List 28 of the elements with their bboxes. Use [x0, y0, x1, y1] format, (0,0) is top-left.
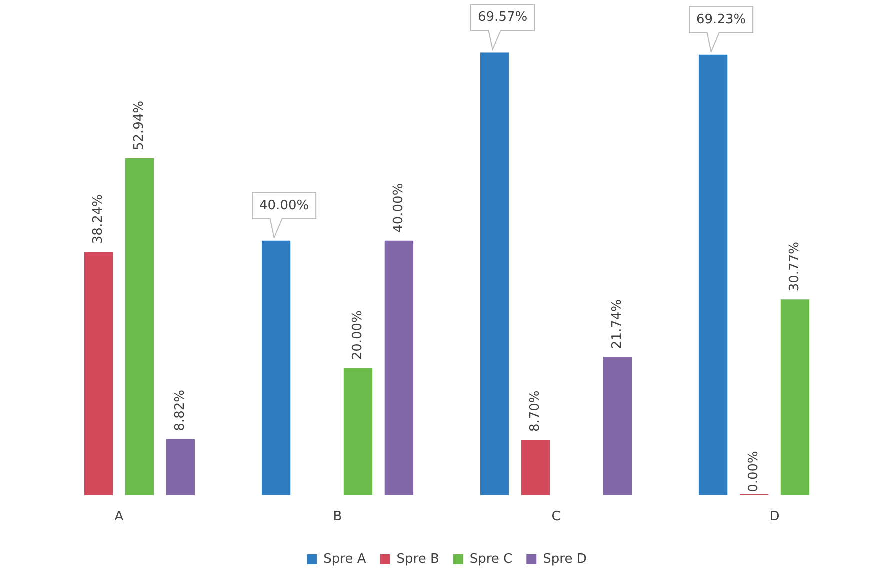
bar: [780, 300, 810, 496]
bar: [166, 439, 196, 496]
bar: [603, 357, 632, 496]
x-tick-label: D: [770, 510, 780, 525]
bar: [125, 158, 154, 496]
data-label: 20.00%: [350, 310, 366, 360]
data-label: 0.00%: [746, 451, 762, 492]
data-label: 69.23%: [696, 12, 746, 28]
data-label: 8.70%: [528, 390, 544, 432]
data-label: 8.82%: [173, 390, 188, 432]
legend-label: Spre D: [543, 552, 587, 567]
bar: [521, 440, 550, 496]
legend-label: Spre A: [324, 552, 366, 567]
data-label: 52.94%: [132, 100, 148, 151]
x-tick-label: A: [114, 510, 124, 525]
data-label: 69.57%: [478, 10, 528, 26]
legend-label: Spre C: [470, 552, 513, 567]
bar: [384, 240, 414, 496]
legend-label: Spre B: [396, 552, 440, 567]
bar: [84, 252, 114, 496]
x-tick-label: B: [333, 510, 342, 525]
data-label: 38.24%: [91, 194, 106, 244]
x-tick-label: C: [552, 510, 561, 525]
data-label: 40.00%: [392, 183, 407, 233]
bar: [344, 368, 373, 496]
data-label: 21.74%: [610, 299, 626, 350]
data-label: 30.77%: [788, 242, 803, 292]
data-label: 40.00%: [260, 198, 310, 214]
